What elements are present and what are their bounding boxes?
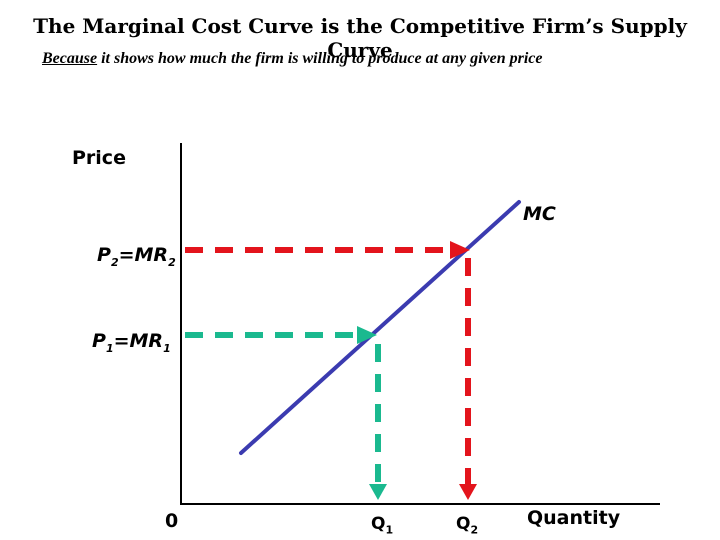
subtitle-emphasis: Because [42, 50, 98, 67]
p2-arrowhead [450, 241, 470, 259]
origin-label: 0 [165, 510, 179, 532]
slide-title: The Marginal Cost Curve is the Competiti… [33, 14, 687, 62]
q1-label: Q1 [371, 514, 394, 537]
q1-arrowhead [369, 484, 387, 500]
p2-mr2-label: P2=MR2 [97, 244, 176, 269]
p1-guides [185, 326, 387, 500]
slide-subtitle: Because it shows how much the firm is wi… [42, 50, 702, 68]
q2-arrowhead [459, 484, 477, 500]
p2-guides [185, 241, 477, 500]
subtitle-text: it shows how much the firm is willing to… [97, 50, 543, 67]
mc-label: MC [523, 203, 556, 225]
p1-mr1-label: P1=MR1 [92, 330, 171, 355]
mc-curve [239, 200, 521, 455]
q2-label: Q2 [456, 514, 479, 537]
x-axis-label: Quantity [527, 507, 621, 529]
p1-arrowhead [357, 326, 377, 344]
y-axis-label: Price [72, 147, 126, 169]
